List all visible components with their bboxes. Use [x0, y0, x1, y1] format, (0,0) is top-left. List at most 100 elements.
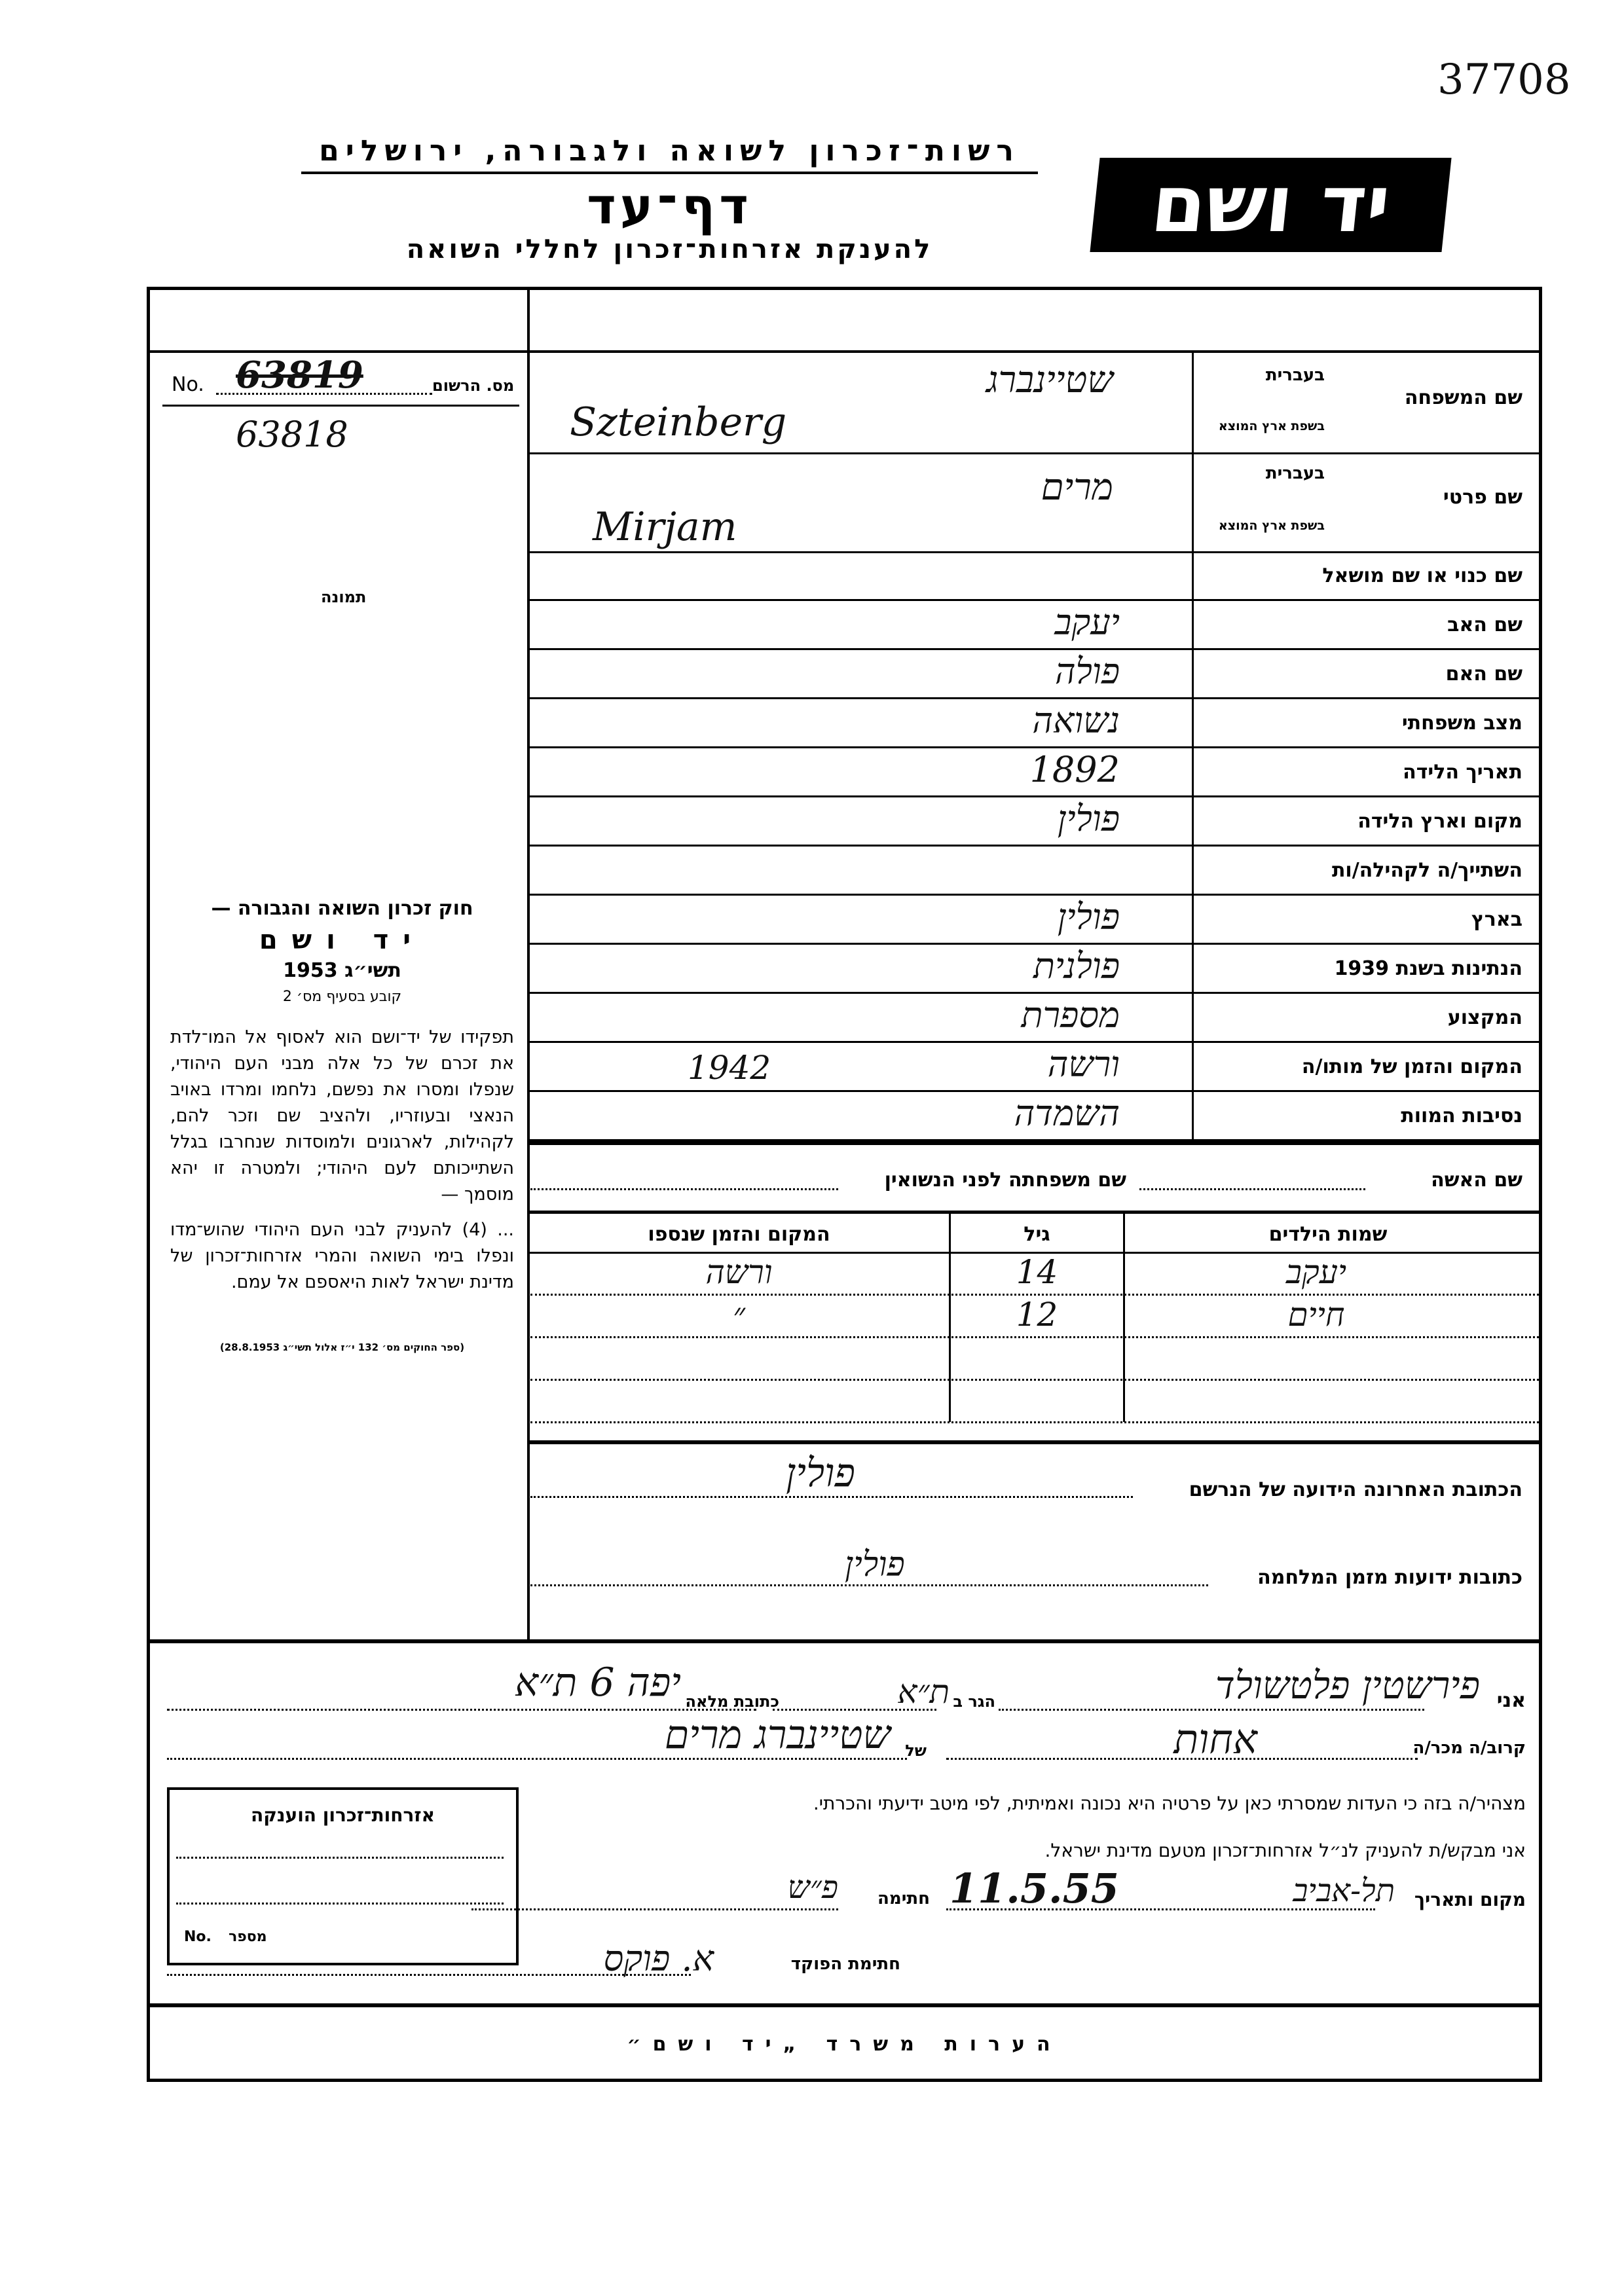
yad-vashem-logo: יד ושם — [1090, 158, 1452, 252]
surname-origin-label: בשפת ארץ המוצא — [1218, 419, 1325, 433]
child-age: 14 — [1016, 1253, 1058, 1291]
law-section: קובע בסעיף מס׳ 2 — [282, 989, 402, 1005]
officer-signature: א. פוקס — [603, 1938, 714, 1979]
field-value: פולין — [1057, 896, 1120, 938]
resides-label: הגר ב — [953, 1692, 995, 1711]
citizenship-box-line — [176, 1857, 504, 1859]
divider — [527, 746, 1542, 748]
citizenship-number-label-en: No. — [184, 1929, 212, 1945]
declarant-label: אני — [1496, 1689, 1526, 1712]
field-value: יעקב — [1054, 602, 1120, 643]
child-age: 12 — [1016, 1296, 1058, 1334]
divider — [527, 845, 1542, 847]
first-name-origin-label: בשפת ארץ המוצא — [1218, 519, 1325, 533]
of-name-field[interactable] — [167, 1758, 907, 1760]
child-name: יעקב — [1285, 1253, 1347, 1291]
registration-number: 63818 — [236, 414, 348, 455]
form-subtitle: להענקת אזרחות־זכרון לחללי השואה — [406, 234, 933, 264]
child-row-line — [530, 1294, 1539, 1296]
first-name-hebrew-label: בעברית — [1265, 464, 1325, 483]
field-label: מקום וארץ הלידה — [1357, 810, 1522, 833]
surname-hebrew-label: בעברית — [1265, 365, 1325, 385]
place-value: תל-אביב — [1293, 1872, 1395, 1909]
field-label: המקום והזמן של מותו/ה — [1301, 1055, 1522, 1078]
field-label: שם האם — [1445, 663, 1522, 685]
war-address-label: כתובות ידועות מזמן המלחמה — [1257, 1566, 1522, 1589]
signature-field[interactable] — [471, 1908, 838, 1910]
divider — [527, 795, 1542, 797]
declarant-address: יפה 6 ת״א — [514, 1660, 681, 1705]
divider — [527, 452, 1542, 454]
children-names-header: שמות הילדים — [1268, 1223, 1388, 1246]
maiden-name-field[interactable] — [530, 1188, 838, 1190]
divider — [527, 599, 1542, 601]
law-paragraph-2: ... (4) להעניק לבני העם היהודי שהוש־מדו … — [170, 1220, 514, 1292]
wife-name-label: שם האשה — [1431, 1169, 1522, 1192]
last-address-label: הכתובת האחרונה הידועה של הנרשם — [1189, 1478, 1522, 1501]
place-date-field[interactable] — [946, 1908, 1375, 1910]
divider — [147, 1639, 1542, 1643]
child-name: חיים — [1287, 1296, 1345, 1334]
registration-label-he: מס. הרשום — [432, 376, 515, 395]
surname-label: שם המשפחה — [1404, 386, 1522, 409]
first-name-hebrew-value: מרים — [1041, 466, 1113, 509]
divider — [527, 1252, 1542, 1254]
last-address-field[interactable] — [530, 1496, 1133, 1498]
city-field[interactable] — [773, 1709, 936, 1711]
place-date-label: מקום ותאריך — [1414, 1889, 1526, 1910]
law-year: תשי״ג 1953 — [283, 959, 401, 982]
divider — [527, 1139, 1542, 1141]
divider — [162, 405, 519, 407]
first-name-origin-value: Mirjam — [593, 504, 737, 550]
divider — [527, 943, 1542, 945]
field-value: פולין — [1057, 798, 1120, 839]
divider — [527, 1211, 1542, 1214]
declarant-city: ת״א — [897, 1673, 950, 1711]
law-citation: (ספר החוקים מס׳ 132 י״ז אלול תשי״ג 28.8.… — [219, 1341, 465, 1353]
last-address-value: פולין — [786, 1450, 855, 1496]
field-label: הנתינות בשנת 1939 — [1334, 957, 1522, 980]
field-value: ורשה — [1047, 1044, 1120, 1085]
relation-field[interactable] — [946, 1758, 1418, 1760]
registration-label-en: No. — [172, 373, 204, 396]
office-remarks-label: הערות משרד „יד ושם״ — [627, 2033, 1062, 2056]
divider — [1123, 1212, 1125, 1422]
child-death-place: ורשה — [705, 1253, 773, 1291]
divider — [527, 697, 1542, 699]
of-label: של — [905, 1741, 927, 1760]
field-label: נסיבות המוות — [1401, 1104, 1522, 1127]
divider — [527, 287, 530, 1639]
field-value: 1892 — [1029, 749, 1120, 790]
divider — [527, 894, 1542, 896]
divider — [147, 350, 1542, 353]
full-address-field[interactable] — [167, 1709, 756, 1711]
surname-hebrew-value: שטיינברג — [986, 359, 1113, 401]
children-death-place-header: המקום והזמן שנספו — [648, 1223, 830, 1246]
registration-dotted-line — [216, 393, 432, 395]
relation-label: קרוב/ה מכר/ה — [1412, 1738, 1526, 1758]
form-frame — [147, 287, 1542, 2082]
form-title: דף־עד — [587, 177, 752, 235]
law-paragraph-1: תפקידו של יד־ושם הוא לאסוף אל המו־לדת את… — [170, 1027, 514, 1205]
signature-label: חתימה — [877, 1889, 930, 1908]
field-value: פולנית — [1033, 945, 1120, 987]
field-value: נשואה — [1032, 700, 1120, 741]
declarant-name-field[interactable] — [999, 1709, 1424, 1711]
of-name-value: שטיינברג מרים — [664, 1712, 891, 1758]
children-age-header: גיל — [1024, 1223, 1050, 1246]
photo-placeholder-label: תמונה — [321, 588, 367, 606]
date-value: 11.5.55 — [950, 1865, 1119, 1912]
wife-name-field[interactable] — [1139, 1188, 1365, 1190]
field-label: שם כנוי או שם מושאל — [1322, 564, 1522, 587]
divider — [527, 1041, 1542, 1043]
divider — [949, 1212, 951, 1422]
war-address-field[interactable] — [530, 1584, 1208, 1586]
citizenship-box-title: אזרחות־זכרון הוענקה — [251, 1804, 435, 1826]
field-label: בארץ — [1471, 908, 1522, 931]
divider — [527, 1141, 1542, 1145]
request-text: אני מבקש/ת להעניק לנ״ל אזרחות־זכרון מטעם… — [1044, 1840, 1526, 1861]
registration-number-crossed: 63819 — [236, 354, 363, 397]
officer-signature-label: חתימת הפוקד — [790, 1954, 900, 1974]
officer-signature-field[interactable] — [167, 1974, 691, 1976]
surname-origin-value: Szteinberg — [570, 399, 787, 445]
